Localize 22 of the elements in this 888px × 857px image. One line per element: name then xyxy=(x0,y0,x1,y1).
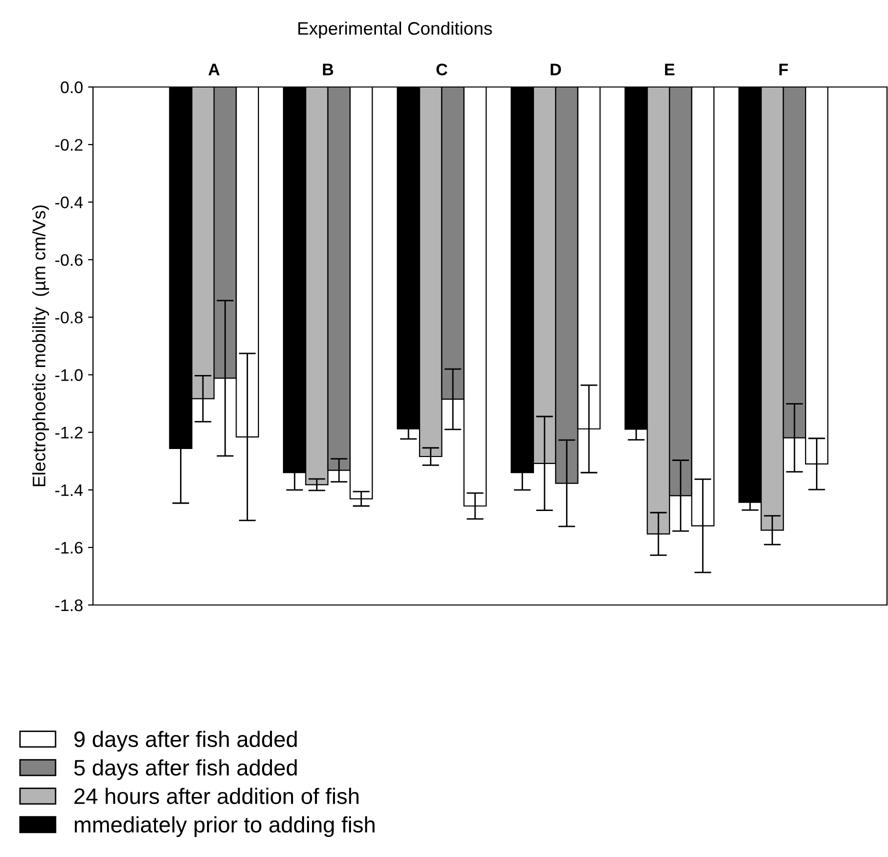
legend-label: mmediately prior to adding fish xyxy=(74,816,375,837)
y-tick-label: 0.0 xyxy=(60,81,83,94)
x-tick-label: D xyxy=(550,64,561,76)
legend-label: 5 days after fish added xyxy=(74,759,297,780)
y-axis-title: Electrophoetic mobility (µm cm/Vs) xyxy=(32,205,50,486)
y-tick-label: -1.2 xyxy=(55,426,82,438)
y-tick-label: -1.4 xyxy=(55,484,83,496)
x-tick-label: C xyxy=(436,64,448,76)
y-tick-label: -0.4 xyxy=(55,196,83,208)
y-tick-label: -0.2 xyxy=(55,138,82,151)
y-tick-label: -0.6 xyxy=(55,254,83,266)
legend-label: 24 hours after addition of fish xyxy=(74,788,358,804)
y-tick-label: -1.8 xyxy=(55,599,83,612)
chart-title: Experimental Conditions xyxy=(298,22,492,38)
y-tick-label: -1.6 xyxy=(55,542,83,554)
legend-label: 9 days after fish added xyxy=(74,730,297,752)
x-tick-label: B xyxy=(323,64,334,76)
y-tick-label: -0.8 xyxy=(55,312,83,324)
x-tick-label: E xyxy=(665,64,674,76)
x-tick-label: F xyxy=(779,64,788,76)
x-tick-label: A xyxy=(208,64,220,76)
y-tick-label: -1.0 xyxy=(55,369,83,381)
